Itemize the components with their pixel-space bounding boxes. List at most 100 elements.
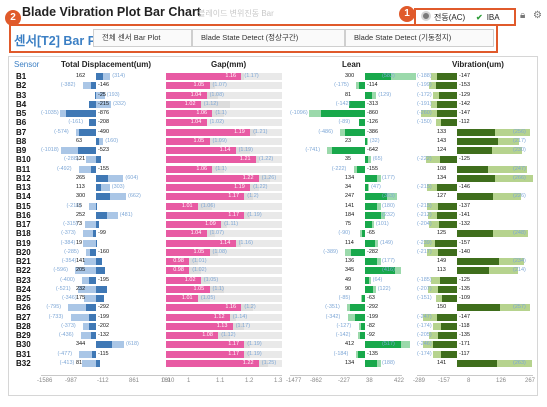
lean-ref-label: (47) bbox=[371, 184, 381, 190]
lean-value-label: 300 bbox=[345, 73, 355, 79]
gap-bar bbox=[166, 258, 190, 265]
tab-state-normal[interactable]: Blade State Detect (정상구간) bbox=[192, 29, 345, 47]
lean-value-label: 134 bbox=[345, 359, 355, 366]
gap-value-label: 1.05 bbox=[193, 137, 205, 144]
sensor-label: B7 bbox=[16, 127, 27, 137]
gap-value-label: 0.98 bbox=[173, 258, 184, 264]
vib-ref-label: (-215) bbox=[417, 202, 432, 209]
disp-ref-label: (481) bbox=[119, 211, 133, 218]
table-row: B18 -99 (-373) -65 (-90) 125 (248) 1.04 (1.07) bbox=[9, 229, 537, 238]
tab-all-sensors[interactable]: 전체 센서 Bar Plot bbox=[93, 29, 192, 47]
lean-value-label: 114 bbox=[345, 239, 354, 246]
vib-value-label: 150 bbox=[437, 304, 447, 311]
disp-ref-label: (-216) bbox=[66, 202, 82, 209]
disp-value-label: 63 bbox=[76, 137, 83, 144]
vib-value-label: 143 bbox=[437, 137, 447, 144]
gap-value-label: 1.05 bbox=[193, 82, 205, 89]
gap-value-label: 1.21 bbox=[239, 156, 251, 163]
disp-value-label: -208 bbox=[98, 119, 110, 126]
vib-value-label: -117 bbox=[459, 350, 470, 357]
gear-icon[interactable]: ⚙ bbox=[533, 10, 542, 21]
disp-bar bbox=[88, 119, 96, 127]
disp-value-label: -202 bbox=[98, 322, 110, 329]
sensor-label: B9 bbox=[16, 146, 27, 155]
gap-bar bbox=[166, 100, 201, 108]
disp-bar bbox=[89, 276, 96, 284]
lean-value-label: 81 bbox=[345, 91, 352, 98]
sensor-label: B10 bbox=[16, 155, 31, 165]
table-row: B19 19 (-384) 114 (149) -157 (-239) 1.14 (1.16) bbox=[9, 239, 537, 248]
vib-bar bbox=[433, 341, 457, 349]
table-row: B15 15 (-216) 141 (180) -137 (-215) 1.01 (1.06) bbox=[9, 202, 537, 211]
vib-bar bbox=[439, 156, 457, 164]
disp-value-label: 344 bbox=[76, 341, 86, 348]
table-row: B29 -132 (-436) -92 (-142) -135 (-205) 1.08 (1.1… bbox=[9, 331, 537, 340]
lean-value-label: -199 bbox=[367, 313, 379, 320]
gap-value-label: 1.16 bbox=[225, 73, 237, 79]
interlock-button[interactable]: 전동(AC) bbox=[421, 11, 465, 24]
vib-bar bbox=[439, 91, 457, 99]
status-lamp-icon bbox=[421, 11, 431, 21]
gap-tick-label: 1 bbox=[187, 378, 191, 384]
vib-bar bbox=[436, 184, 457, 191]
disp-bar bbox=[96, 156, 102, 164]
table-row: B26 -292 (-795) -292 (-351) 150 (257) 1.16 (1.2) bbox=[9, 303, 537, 312]
disp-bar bbox=[79, 128, 96, 136]
sensor-label: B17 bbox=[16, 220, 31, 229]
disp-bar bbox=[96, 137, 99, 145]
lean-value-label: -313 bbox=[367, 100, 379, 107]
gap-ref-label: (1.14) bbox=[232, 313, 248, 320]
disp-ref-bar bbox=[68, 304, 96, 312]
vib-ref-bar bbox=[457, 165, 528, 173]
gap-bar bbox=[166, 221, 222, 228]
check-button[interactable]: ✔ IBA bbox=[476, 11, 500, 24]
lean-value-label: -63 bbox=[367, 295, 375, 301]
disp-ref-label: (-733) bbox=[48, 313, 64, 320]
vib-value-label: -125 bbox=[459, 276, 471, 283]
gap-ref-label: (1.05) bbox=[200, 295, 216, 301]
gap-ref-label: (1.02) bbox=[209, 119, 224, 126]
vib-ref-label: (-199) bbox=[417, 82, 432, 89]
vib-value-label: 133 bbox=[437, 128, 447, 135]
table-row: B16 252 (481) 184 (232) -141 (-212) 1.17 (1.19) bbox=[9, 211, 537, 220]
disp-ref-label: (-492) bbox=[56, 165, 72, 172]
lean-value-label: 141 bbox=[345, 202, 355, 209]
gap-value-label: 1.08 bbox=[202, 332, 213, 338]
vib-ref-label: (-246) bbox=[417, 341, 432, 348]
gap-ref-label: (1.07) bbox=[209, 230, 224, 237]
disp-value-label: -146 bbox=[98, 82, 110, 89]
vib-ref-label: (-212) bbox=[417, 211, 432, 218]
gap-bar bbox=[166, 156, 256, 164]
gap-ref-label: (1.07) bbox=[212, 82, 227, 89]
lean-bar bbox=[365, 221, 372, 228]
table-row: B9 -523 (-1018) -642 (-741) 124 (230) 1.14 (1.19… bbox=[9, 146, 537, 155]
vib-value-label: -147 bbox=[459, 313, 471, 320]
lean-ref-label: (129) bbox=[378, 91, 392, 98]
gap-ref-label: (1.2) bbox=[244, 304, 256, 311]
table-row: B28 -202 (-373) -82 (-127) -118 (-174) 1.13 (1.1… bbox=[9, 322, 537, 331]
disp-bar bbox=[85, 304, 96, 312]
lean-ref-label: (-351) bbox=[325, 304, 340, 311]
gap-ref-label: (1.1) bbox=[215, 110, 227, 116]
gap-bar bbox=[166, 184, 251, 191]
lock-icon[interactable]: 🔒︎ bbox=[520, 10, 526, 21]
lean-bar bbox=[350, 304, 365, 312]
gap-ref-label: (1.02) bbox=[192, 267, 207, 274]
vib-ref-label: (-239) bbox=[417, 239, 432, 246]
vib-bar bbox=[438, 332, 457, 339]
lean-bar bbox=[365, 276, 370, 284]
disp-ref-label: (303) bbox=[111, 184, 125, 190]
vib-ref-label: (257) bbox=[513, 304, 526, 311]
disp-bar bbox=[96, 73, 104, 80]
lean-tick-label: 422 bbox=[394, 378, 405, 384]
lean-bar bbox=[365, 202, 378, 210]
tab-state-startstop[interactable]: Blade State Detect (기동정지) bbox=[345, 29, 494, 47]
vib-value-label: -147 bbox=[459, 73, 471, 79]
vib-tick-label: -157 bbox=[438, 378, 451, 384]
disp-tick-label: 861 bbox=[129, 378, 140, 384]
lean-ref-label: (177) bbox=[382, 258, 395, 264]
gap-track bbox=[166, 137, 282, 145]
vib-bar bbox=[436, 110, 457, 117]
lean-ref-label: (-85) bbox=[338, 295, 351, 301]
sensor-label: B22 bbox=[16, 266, 31, 276]
